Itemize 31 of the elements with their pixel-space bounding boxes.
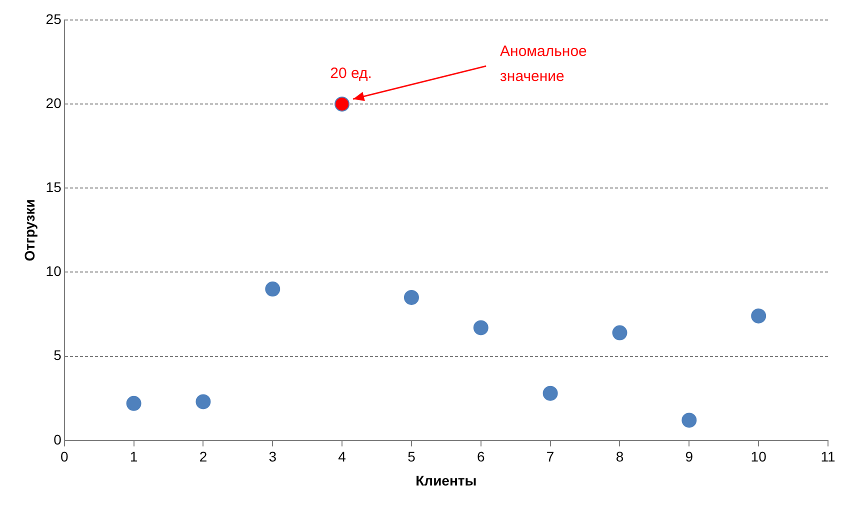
- x-tick-label: 11: [820, 448, 836, 465]
- x-tick-label: 6: [477, 448, 485, 465]
- y-tick-label: 10: [46, 263, 62, 280]
- annotation: 20 ед.: [330, 65, 372, 82]
- x-tick-label: 8: [616, 448, 624, 465]
- point: [682, 412, 697, 428]
- y-tick-label: 20: [46, 94, 62, 111]
- x-tick-label: 5: [408, 448, 416, 465]
- x-tick-label: 4: [338, 448, 346, 465]
- x-tick-label: 7: [546, 448, 554, 465]
- point: [612, 325, 628, 340]
- point: [196, 394, 211, 410]
- x-tick-label: 9: [685, 448, 694, 465]
- y-tick-label: 15: [46, 179, 62, 196]
- point: [542, 386, 558, 401]
- point: [265, 282, 280, 297]
- point: [751, 308, 766, 324]
- point: [404, 290, 419, 305]
- x-tick-label: 1: [130, 448, 138, 465]
- y-tick-label: 0: [54, 431, 62, 448]
- annotation: Аномальное значение: [500, 43, 587, 86]
- point: [334, 96, 350, 112]
- point: [126, 396, 142, 411]
- y-tick-label: 5: [54, 347, 62, 364]
- point: [473, 320, 488, 336]
- x-tick-label: 2: [199, 448, 208, 465]
- y-axis-title: Отгрузки: [21, 199, 38, 262]
- x-tick-label: 3: [268, 448, 277, 465]
- y-tick-label: 25: [46, 10, 62, 27]
- x-axis-title: Клиенты: [416, 472, 477, 488]
- x-tick-label: 10: [750, 448, 767, 465]
